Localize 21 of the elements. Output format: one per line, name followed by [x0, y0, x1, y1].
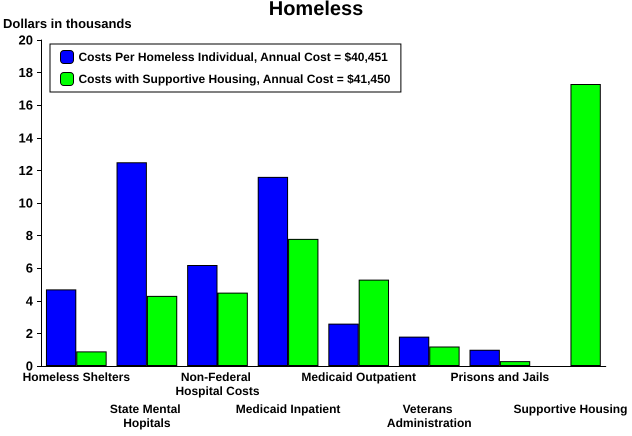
x-tick-label: Medicaid Inpatient	[236, 402, 340, 416]
x-tick-label: Medicaid Outpatient	[301, 370, 416, 384]
chart-title: Homeless	[268, 0, 364, 20]
y-tick-label: 20	[18, 32, 33, 48]
x-tick-label: Veterans Administration	[386, 402, 472, 430]
y-tick-label: 4	[26, 293, 34, 308]
x-tick-label: Prisons and Jails	[450, 370, 550, 384]
x-tick-label: State Mental Hopitals	[110, 402, 184, 430]
y-tick-label: 2	[26, 326, 33, 341]
y-tick-label: 16	[18, 98, 33, 113]
legend-label: Costs with Supportive Housing, Annual Cost = $41,450	[78, 72, 391, 86]
y-tick-label: 12	[18, 162, 33, 178]
x-tick-label: Supportive Housing	[513, 402, 628, 416]
legend-label: Costs Per Homeless Individual, Annual Cost = $40,451	[78, 50, 388, 64]
y-tick-label: 6	[26, 260, 33, 276]
y-tick-label: 10	[18, 196, 33, 210]
y-axis-title: Dollars in thousands	[3, 16, 132, 31]
x-tick-label: Non-Federal Hospital Costs	[175, 370, 260, 398]
y-tick-label: 18	[18, 65, 33, 80]
y-tick-label: 14	[18, 130, 34, 146]
y-tick-label: 8	[26, 228, 33, 244]
